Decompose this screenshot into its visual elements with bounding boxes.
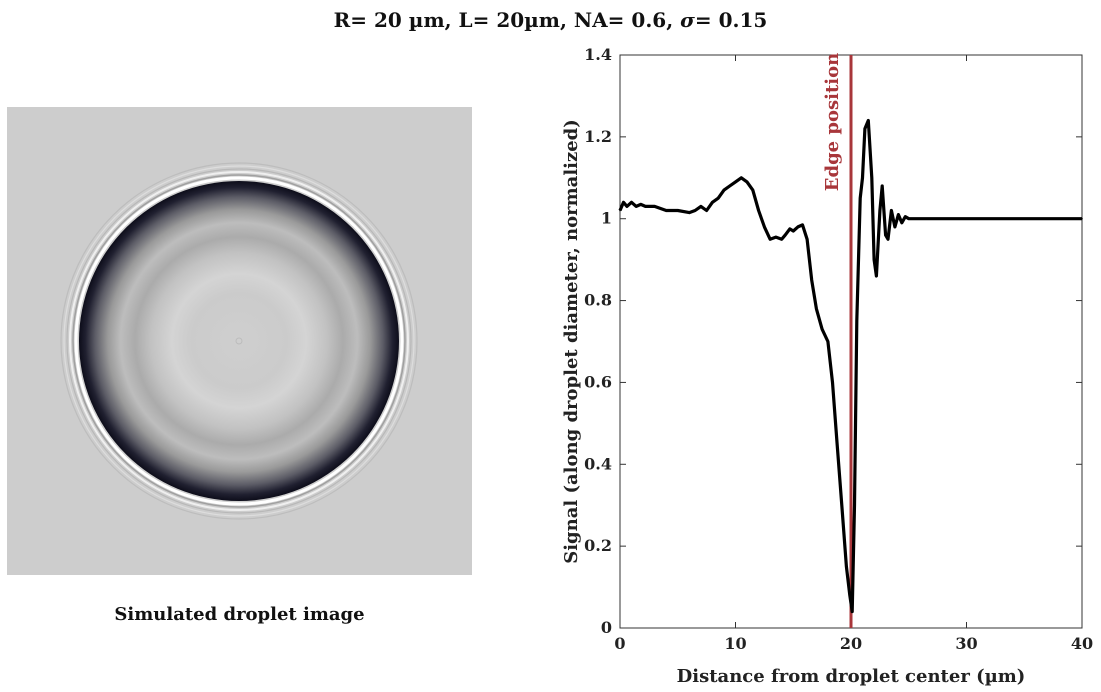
signal-point (688, 211, 691, 214)
signal-point (644, 205, 647, 208)
signal-point (887, 238, 889, 240)
signal-point (723, 189, 725, 191)
signal-point (806, 238, 808, 240)
signal-point (827, 340, 829, 343)
signal-point (884, 234, 887, 236)
signal-point (622, 201, 625, 204)
title-suffix: = 0.15 (694, 8, 768, 32)
signal-point (881, 185, 883, 187)
x-tick-label: 10 (724, 634, 746, 653)
signal-point (635, 205, 637, 208)
title-prefix: R= 20 µm, L= 20µm, NA= 0.6, (333, 8, 681, 32)
y-tick-label: 1.2 (584, 127, 612, 146)
y-tick-label: 0.2 (584, 536, 612, 555)
signal-point (630, 201, 633, 204)
signal-point (717, 197, 719, 200)
y-axis-label: Signal (along droplet diameter, normaliz… (561, 119, 582, 564)
signal-point (907, 217, 910, 220)
signal-point (780, 238, 783, 240)
droplet-body (79, 181, 399, 501)
signal-point (855, 320, 858, 322)
signal-point (653, 205, 656, 208)
signal-point (831, 381, 834, 384)
signal-point (769, 238, 771, 240)
figure-title: R= 20 µm, L= 20µm, NA= 0.6, σ= 0.15 (0, 8, 1101, 32)
signal-point (626, 205, 628, 208)
signal-point (788, 228, 791, 230)
signal-point (801, 224, 804, 226)
signal-point (873, 258, 875, 261)
signal-point (619, 209, 621, 212)
signal-point (711, 201, 714, 204)
signal-point (797, 226, 799, 228)
signal-point (901, 222, 903, 224)
signal-point (870, 176, 873, 179)
y-tick-label: 1.4 (584, 45, 612, 64)
signal-point (890, 209, 893, 212)
signal-point (792, 230, 795, 232)
simulated-droplet-image (7, 107, 472, 575)
signal-point (904, 215, 907, 218)
signal-point (694, 209, 696, 212)
signal-point (861, 176, 864, 179)
signal-point (746, 181, 748, 183)
image-caption: Simulated droplet image (114, 604, 365, 625)
signal-point (965, 217, 968, 220)
signal-point (1081, 217, 1083, 220)
signal-point (894, 226, 896, 228)
signal-point (875, 275, 878, 277)
signal-point (879, 209, 881, 212)
signal-point (705, 209, 708, 212)
signal-point (1023, 217, 1026, 220)
signal-point (763, 226, 766, 228)
signal-point (815, 307, 818, 310)
signal-point (700, 205, 702, 208)
signal-point (757, 209, 760, 212)
signal-point (851, 610, 853, 613)
y-tick-label: 1 (601, 209, 612, 228)
signal-point (931, 217, 933, 220)
y-tick-label: 0.6 (584, 372, 612, 391)
x-tick-label: 40 (1071, 634, 1093, 653)
edge-position-label: Edge position (822, 53, 843, 191)
x-axis-label: Distance from droplet center (µm) (677, 666, 1026, 687)
signal-point (728, 185, 731, 187)
signal-point (639, 203, 642, 206)
x-tick-label: 20 (840, 634, 862, 653)
signal-point (859, 197, 862, 200)
y-tick-label: 0.8 (584, 291, 612, 310)
x-tick-label: 30 (955, 634, 977, 653)
x-tick-label: 0 (614, 634, 625, 653)
signal-point (810, 279, 813, 281)
signal-point (845, 565, 848, 568)
signal-point (784, 234, 786, 236)
signal-point (864, 127, 866, 130)
signal-point (897, 213, 900, 216)
signal-point (752, 189, 754, 191)
y-tick-label: 0.4 (584, 454, 612, 473)
signal-point (734, 181, 737, 183)
signal-point (840, 504, 843, 507)
signal-point (867, 119, 870, 122)
signal-point (821, 328, 823, 331)
signal-point (836, 443, 838, 445)
signal-point (775, 236, 777, 238)
signal-point (665, 209, 667, 212)
signal-point (676, 209, 679, 212)
signal-point (853, 504, 856, 507)
signal-point (849, 594, 851, 597)
sigma-symbol: σ (680, 8, 695, 32)
signal-point (740, 176, 743, 179)
y-tick-label: 0 (601, 618, 612, 637)
